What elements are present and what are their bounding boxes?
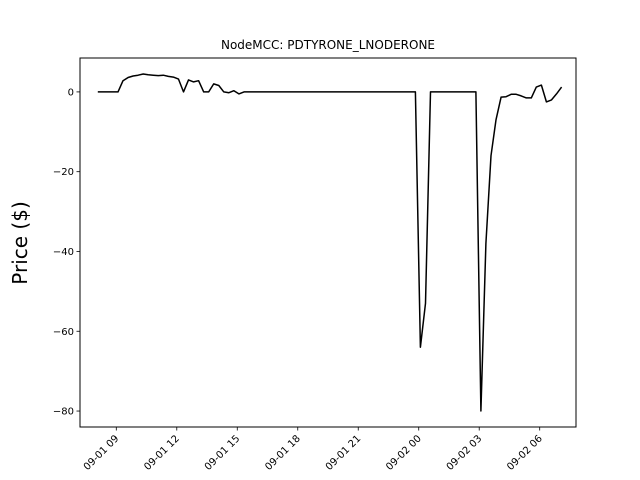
y-tick-label: −80 <box>53 407 74 418</box>
plot-frame <box>79 57 577 428</box>
x-tick-label: 09-01 18 <box>263 433 303 473</box>
plot-area <box>97 73 563 412</box>
y-tick-label: −40 <box>53 247 74 258</box>
chart-title: NodeMCC: PDTYRONE_LNODERONE <box>221 38 435 52</box>
x-tick-label: 09-01 09 <box>82 433 122 473</box>
x-tick-label: 09-01 15 <box>203 433 243 473</box>
y-tick-label: −60 <box>53 327 74 338</box>
x-tick-label: 09-01 21 <box>324 433 364 473</box>
price-series-line <box>97 73 563 412</box>
y-tick-label: 0 <box>68 87 74 98</box>
x-tick-label: 09-01 12 <box>142 433 182 473</box>
y-tick-label: −20 <box>53 167 74 178</box>
x-tick-label: 09-02 06 <box>505 433 545 473</box>
y-axis-label: Price ($) <box>8 201 32 284</box>
x-tick-label: 09-02 00 <box>384 433 424 473</box>
x-axis: 09-01 09 09-01 12 09-01 15 09-01 18 09-01 21… <box>82 427 545 473</box>
x-tick-label: 09-02 03 <box>445 433 485 473</box>
y-axis: 0 −20 −40 −60 −80 <box>53 87 80 418</box>
